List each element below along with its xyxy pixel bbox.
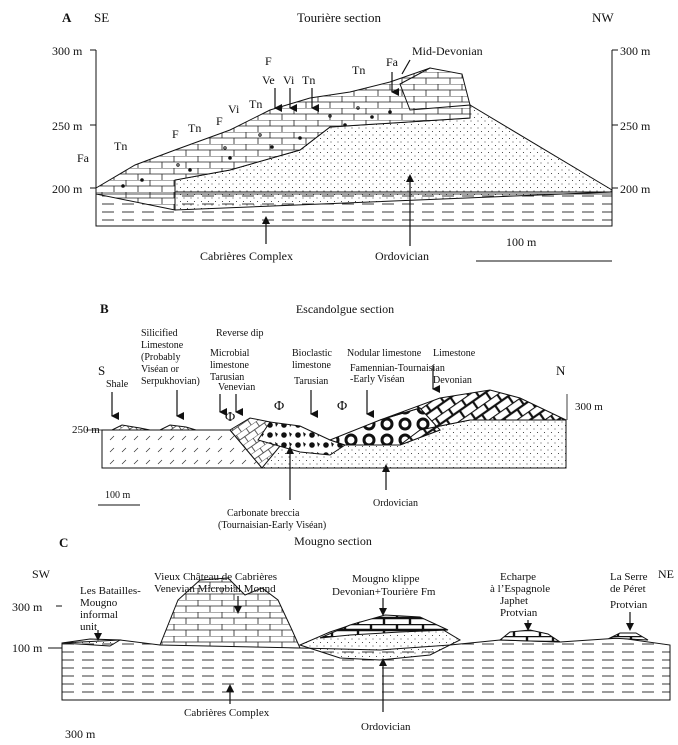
panel-a-left-direction: SE — [94, 10, 109, 25]
silicified-lens-2 — [159, 424, 197, 431]
label-mid-devonian: Mid-Devonian — [412, 44, 483, 58]
panel-b-right-direction: N — [556, 363, 566, 378]
panel-b-title: Escandolgue section — [296, 302, 394, 316]
label-tarusian-2: Tarusian — [294, 376, 328, 387]
scale-label-b: 100 m — [105, 490, 131, 501]
silicified-lens-1 — [111, 424, 151, 431]
microbial-line-2: limestone — [210, 360, 249, 371]
elev-right-300: 300 m — [620, 44, 651, 58]
label-fa-left: Fa — [77, 151, 90, 165]
label-f-1: F — [172, 127, 179, 141]
famennian-line-2: -Early Viséan — [350, 374, 404, 385]
batailles-line-1: Les Batailles- — [80, 585, 141, 597]
silicified-line-2: Limestone — [141, 340, 184, 351]
mougno-klippe-unit — [319, 614, 449, 639]
panel-a-letter: A — [62, 10, 72, 25]
label-devonian: Devonian — [433, 375, 472, 386]
echarpe-line-3: Japhet — [500, 595, 528, 607]
panel-c-left-direction: SW — [32, 567, 51, 581]
vieux-line-2: Venevian Microbial Mound — [154, 583, 276, 595]
nodular-band — [121, 106, 392, 188]
panel-b-left-direction: S — [98, 363, 105, 378]
klippe-line-2: Devonian+Tourière Fm — [332, 586, 436, 598]
label-cabrieres-complex-c: Cabrières Complex — [184, 707, 270, 719]
label-tn-2: Tn — [188, 121, 201, 135]
label-ordovician-a: Ordovician — [375, 249, 429, 263]
batailles-unit — [61, 638, 122, 647]
elev-right-200: 200 m — [620, 182, 651, 196]
vieux-chateau-mound — [159, 577, 301, 649]
scale-label-c: 300 m — [65, 727, 96, 741]
devonian-limestone-unit — [379, 389, 567, 446]
echarpe-unit — [498, 629, 562, 643]
serre-line-3: Protvian — [610, 599, 648, 611]
serre-line-2: de Péret — [610, 583, 646, 595]
serre-de-peret-unit — [608, 632, 649, 641]
bioclastic-line-2: limestone — [292, 360, 331, 371]
label-tn-1: Tn — [114, 139, 127, 153]
scale-label-a: 100 m — [506, 235, 537, 249]
label-tn-3: Tn — [302, 73, 315, 87]
panel-c-letter: C — [59, 535, 68, 550]
label-f-3: F — [265, 54, 272, 68]
label-tn-4: Tn — [249, 97, 262, 111]
label-f-2: F — [216, 114, 223, 128]
famennian-line-1: Famennian-Tournaisian — [350, 363, 445, 374]
elev-c-100: 100 m — [12, 641, 43, 655]
label-tn-5: Tn — [352, 63, 365, 77]
elev-left-250: 250 m — [52, 119, 83, 133]
klippe-line-1: Mougno klippe — [352, 573, 420, 585]
label-fa-right: Fa — [386, 55, 399, 69]
elev-left-300: 300 m — [52, 44, 83, 58]
panel-c-title: Mougno section — [294, 534, 372, 548]
silicified-line-1: Silicified — [141, 328, 178, 339]
label-shale: Shale — [106, 379, 129, 390]
phi-symbol-2: Φ — [274, 399, 284, 414]
elev-left-200: 200 m — [52, 182, 83, 196]
echarpe-line-4: Protvian — [500, 607, 538, 619]
panel-c: C Mougno section SW NE 300 m 100 m Les B… — [12, 534, 674, 741]
label-tarusian-1: Tarusian — [210, 372, 244, 383]
label-ve: Ve — [262, 73, 275, 87]
batailles-line-2: Mougno — [80, 597, 118, 609]
elev-c-300: 300 m — [12, 600, 43, 614]
elev-right-250: 250 m — [620, 119, 651, 133]
label-venevian: Venevian — [218, 382, 255, 393]
bioclastic-line-1: Bioclastic — [292, 348, 333, 359]
batailles-line-3: informal — [80, 609, 118, 621]
label-ordovician-b: Ordovician — [373, 498, 418, 509]
label-nodular: Nodular limestone — [347, 348, 422, 359]
panel-a-title: Tourière section — [297, 10, 381, 25]
elev-b-300: 300 m — [575, 401, 603, 413]
label-vi-2: Vi — [283, 73, 295, 87]
phi-symbol-3: Φ — [337, 399, 347, 414]
panel-a: A SE Tourière section NW 300 m 250 m 200… — [52, 10, 651, 263]
silicified-line-3: (Probably — [141, 352, 180, 363]
serre-line-1: La Serre — [610, 571, 648, 583]
label-cabrieres-complex-a: Cabrières Complex — [200, 249, 293, 263]
echarpe-line-1: Echarpe — [500, 571, 536, 583]
echarpe-line-2: à l’Espagnole — [490, 583, 550, 595]
label-reverse-dip: Reverse dip — [216, 328, 264, 339]
breccia-line-2: (Tournaisian-Early Viséan) — [218, 520, 326, 531]
mid-devonian-unit — [399, 67, 471, 111]
breccia-line-1: Carbonate breccia — [227, 508, 300, 519]
silicified-line-4: Viséan or — [141, 364, 180, 375]
label-ordovician-c: Ordovician — [361, 721, 411, 733]
label-limestone: Limestone — [433, 348, 476, 359]
panel-c-right-direction: NE — [658, 567, 674, 581]
silicified-line-5: Serpukhovian) — [141, 376, 200, 387]
microbial-line-1: Microbial — [210, 348, 250, 359]
panel-b: B Escandolgue section S N 250 m 300 m Sh… — [72, 301, 603, 531]
vieux-line-1: Vieux Château de Cabrières — [154, 571, 277, 583]
panel-b-letter: B — [100, 301, 109, 316]
phi-symbol-1: Φ — [225, 410, 235, 425]
batailles-line-4: unit — [80, 621, 97, 633]
label-vi-1: Vi — [228, 102, 240, 116]
panel-a-right-direction: NW — [592, 10, 614, 25]
